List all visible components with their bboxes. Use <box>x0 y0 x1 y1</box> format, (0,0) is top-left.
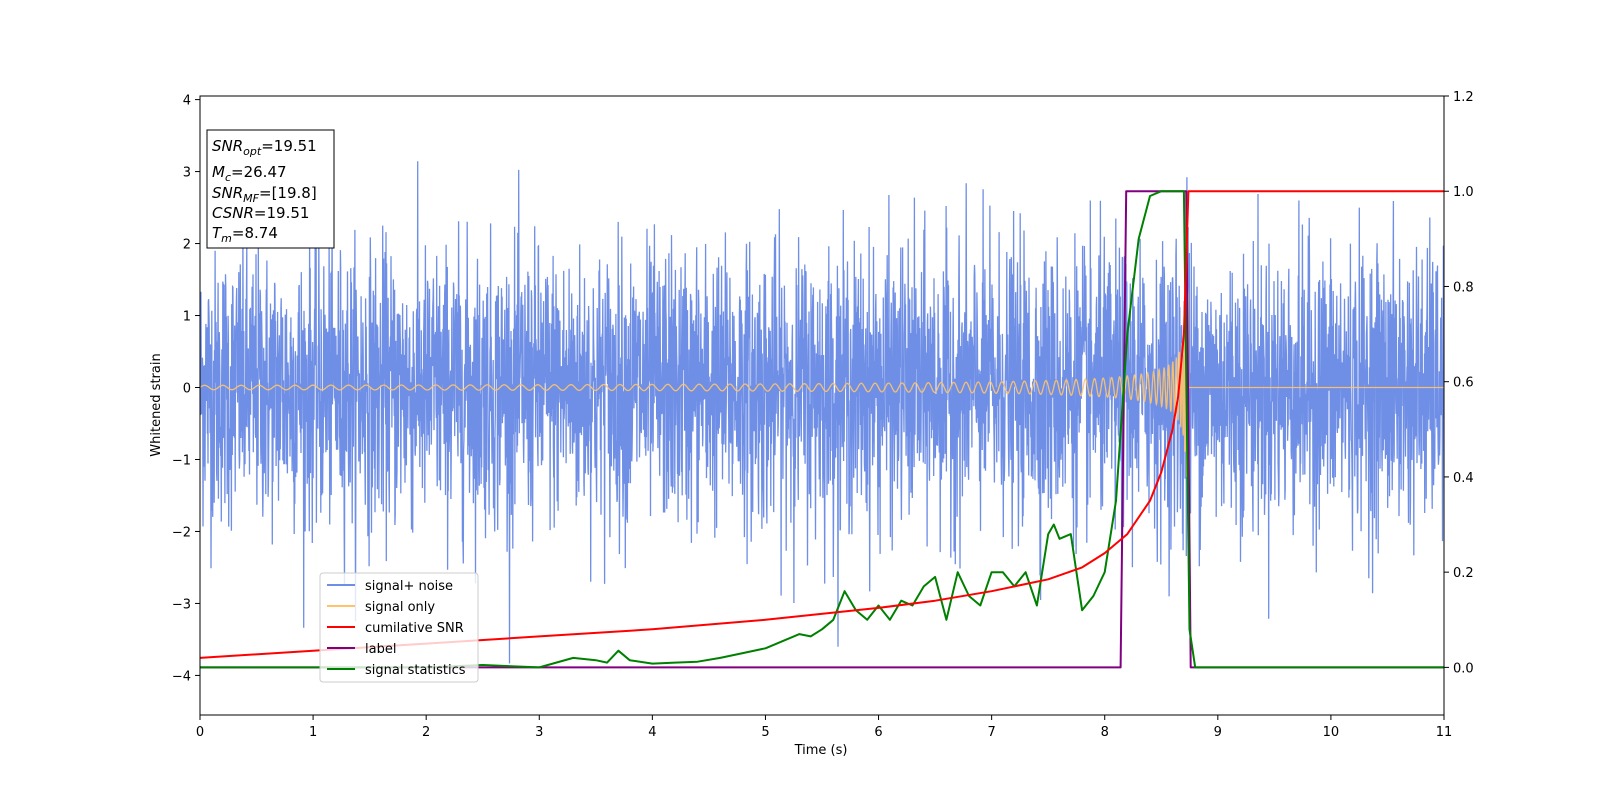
y-left-tick-label: 0 <box>183 382 191 397</box>
x-tick-label: 3 <box>535 725 543 740</box>
y-left-tick-label: 2 <box>183 238 191 253</box>
y-axis-label: Whitened strain <box>149 353 164 456</box>
legend: signal+ noise signal only cumilative SNR… <box>319 572 479 683</box>
legend-label-signal-statistics: signal statistics <box>365 663 466 678</box>
series-layer <box>200 161 1444 669</box>
x-tick-label: 7 <box>987 725 995 740</box>
x-tick-label: 6 <box>874 725 882 740</box>
y-left-tick-label: −3 <box>172 597 191 612</box>
y-right-tick-label: 1.2 <box>1453 90 1474 105</box>
y-left-tick-label: 4 <box>183 94 191 109</box>
legend-label-signal-noise: signal+ noise <box>365 579 453 594</box>
legend-label-cumulative-snr: cumilative SNR <box>365 621 464 636</box>
info-mc: Mc=26.47 <box>212 163 287 184</box>
info-tm: Tm=8.74 <box>212 224 278 245</box>
y-left-tick-label: −1 <box>172 453 191 468</box>
y-left-tick-label: 3 <box>183 166 191 181</box>
y-right-tick-label: 0.6 <box>1453 376 1474 391</box>
y-right-tick-label: 0.2 <box>1453 566 1474 581</box>
x-tick-label: 8 <box>1101 725 1109 740</box>
series-signal-only-line <box>200 278 1444 477</box>
ticks-layer: 0 1 2 3 4 5 6 7 8 9 10 11 −4 −3 −2 −1 0 1 2 3 4 0.0 0.2 0.4 0.6 0… <box>172 90 1474 740</box>
series-signal-noise-line <box>200 161 1444 664</box>
y-left-tick-label: −2 <box>172 525 191 540</box>
y-left-tick-label: 1 <box>183 310 191 325</box>
legend-label-signal-only: signal only <box>365 600 435 615</box>
y-right-tick-label: 0.0 <box>1453 661 1474 676</box>
plot-frame <box>199 95 1445 716</box>
x-tick-label: 10 <box>1323 725 1340 740</box>
info-snr-opt: SNRopt=19.51 <box>212 137 317 158</box>
x-axis-label: Time (s) <box>794 743 848 758</box>
series-cumulative-snr-line <box>200 190 1444 659</box>
info-csnr: CSNR=19.51 <box>212 204 309 222</box>
y-right-tick-label: 0.8 <box>1453 280 1474 295</box>
x-tick-label: 2 <box>422 725 430 740</box>
y-left-tick-label: −4 <box>172 669 191 684</box>
x-tick-label: 9 <box>1214 725 1222 740</box>
x-tick-label: 11 <box>1436 725 1453 740</box>
y-right-tick-label: 1.0 <box>1453 185 1474 200</box>
x-tick-label: 0 <box>196 725 204 740</box>
x-tick-label: 4 <box>648 725 656 740</box>
legend-frame <box>319 572 479 683</box>
y-right-tick-label: 0.4 <box>1453 471 1474 486</box>
info-box: SNRopt=19.51 Mc=26.47 SNRMF=[19.8] CSNR=… <box>206 129 335 249</box>
x-tick-label: 1 <box>309 725 317 740</box>
info-snr-mf: SNRMF=[19.8] <box>212 184 317 205</box>
x-tick-label: 5 <box>761 725 769 740</box>
legend-label-label: label <box>365 642 396 657</box>
info-box-frame <box>206 129 335 249</box>
series-signal-statistics-line <box>200 190 1444 669</box>
